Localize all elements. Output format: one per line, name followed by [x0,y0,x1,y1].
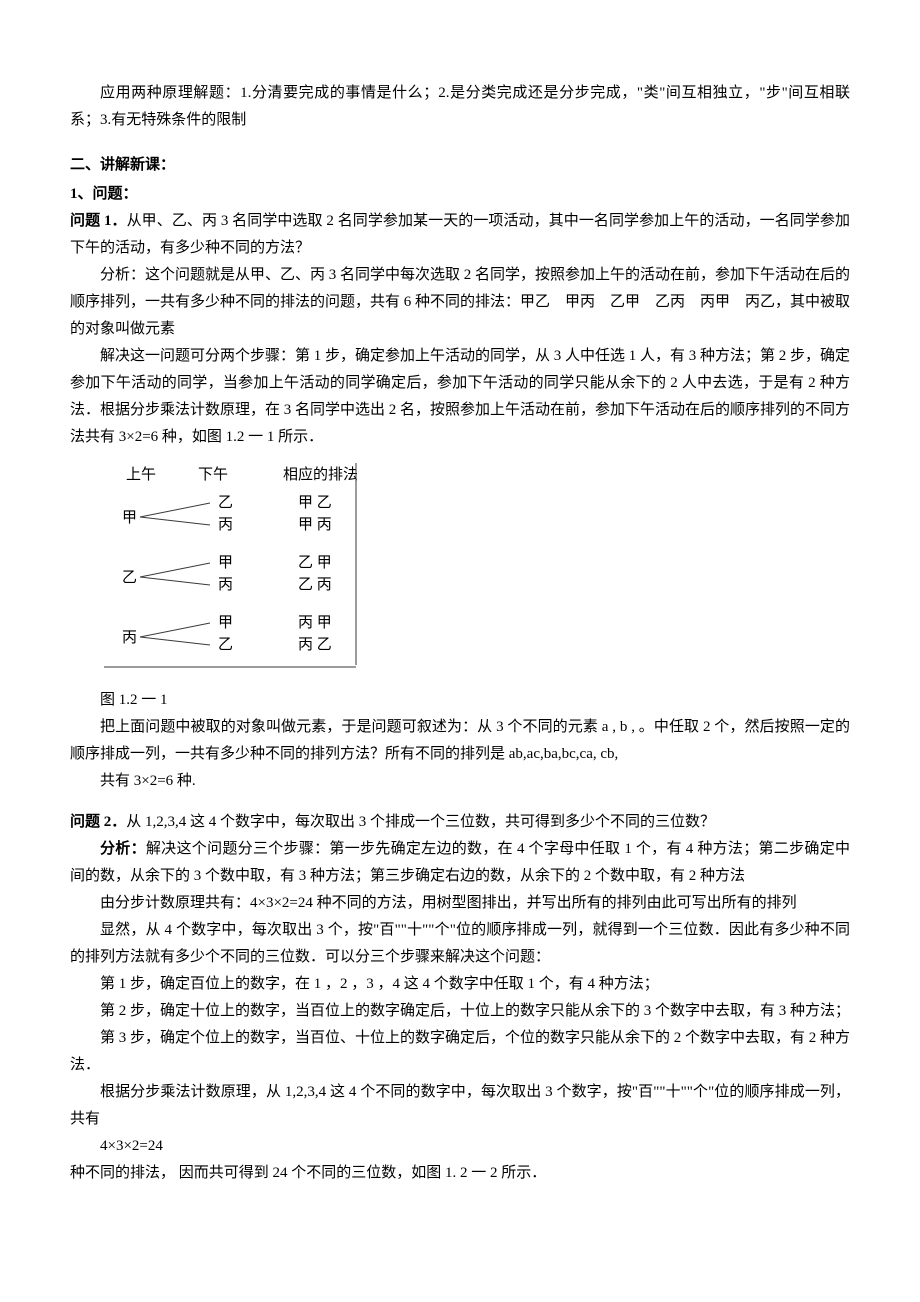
svg-text:甲 乙: 甲 乙 [298,495,332,511]
question-1: 问题 1．从甲、乙、丙 3 名同学中选取 2 名同学参加某一天的一项活动，其中一… [70,208,850,262]
svg-text:丙: 丙 [122,630,137,646]
svg-text:下午: 下午 [198,466,228,483]
q2-conclusion-2: 种不同的排法， 因而共可得到 24 个不同的三位数，如图 1. 2 一 2 所示… [70,1160,850,1187]
q2-analysis-label: 分析： [100,841,146,857]
q2-analysis-body: 解决这个问题分三个步骤：第一步先确定左边的数，在 4 个字母中任取 1 个，有 … [70,841,850,884]
svg-text:甲: 甲 [218,555,233,571]
svg-text:乙: 乙 [122,570,137,586]
figure-1-caption: 图 1.2 一 1 [70,687,850,714]
q1-text: 从甲、乙、丙 3 名同学中选取 2 名同学参加某一天的一项活动，其中一名同学参加… [70,213,850,256]
q1-label: 问题 1． [70,213,127,229]
svg-text:乙: 乙 [218,637,233,653]
q2-analysis: 分析：解决这个问题分三个步骤：第一步先确定左边的数，在 4 个字母中任取 1 个… [70,836,850,890]
q1-summary-2: 共有 3×2=6 种. [70,768,850,795]
intro-paragraph: 应用两种原理解题：1.分清要完成的事情是什么；2.是分类完成还是分步完成，"类"… [70,80,850,134]
section-heading: 二、讲解新课： [70,152,850,179]
svg-text:相应的排法: 相应的排法 [283,465,358,483]
svg-text:丙: 丙 [218,577,233,593]
q2-step3: 第 3 步，确定个位上的数字，当百位、十位上的数字确定后，个位的数字只能从余下的… [70,1025,850,1079]
tree-diagram: 上午下午相应的排法甲乙丙甲 乙甲 丙乙甲丙乙 甲乙 丙丙甲乙丙 甲丙 乙 [98,461,358,671]
svg-text:乙 甲: 乙 甲 [298,555,332,571]
svg-text:甲: 甲 [218,615,233,631]
q2-step1: 第 1 步，确定百位上的数字，在 1 ，2 ，3 ，4 这 4 个数字中任取 1… [70,971,850,998]
figure-1: 上午下午相应的排法甲乙丙甲 乙甲 丙乙甲丙乙 甲乙 丙丙甲乙丙 甲丙 乙 [98,461,850,681]
q2-step2: 第 2 步，确定十位上的数字，当百位上的数字确定后，十位上的数字只能从余下的 3… [70,998,850,1025]
q1-analysis-1: 分析：这个问题就是从甲、乙、丙 3 名同学中每次选取 2 名同学，按照参加上午的… [70,262,850,343]
svg-text:甲: 甲 [122,510,137,526]
sub-heading: 1、问题： [70,181,850,208]
svg-text:丙: 丙 [218,517,233,533]
q2-conclusion-1: 根据分步乘法计数原理，从 1,2,3,4 这 4 个不同的数字中，每次取出 3 … [70,1079,850,1133]
q2-label: 问题 2． [70,814,126,830]
svg-text:甲 丙: 甲 丙 [298,517,332,533]
q1-summary-1: 把上面问题中被取的对象叫做元素，于是问题可叙述为：从 3 个不同的元素 a , … [70,714,850,768]
q1-analysis-2: 解决这一问题可分两个步骤：第 1 步，确定参加上午活动的同学，从 3 人中任选 … [70,343,850,451]
svg-text:上午: 上午 [126,466,156,483]
q2-calc: 4×3×2=24 [70,1133,850,1160]
question-2: 问题 2．从 1,2,3,4 这 4 个数字中，每次取出 3 个排成一个三位数，… [70,809,850,836]
q2-step-count: 由分步计数原理共有：4×3×2=24 种不同的方法，用树型图排出，并写出所有的排… [70,890,850,917]
svg-text:乙: 乙 [218,495,233,511]
svg-text:乙 丙: 乙 丙 [298,577,332,593]
q2-explain: 显然，从 4 个数字中，每次取出 3 个，按"百""十""个"位的顺序排成一列，… [70,917,850,971]
svg-text:丙 乙: 丙 乙 [298,637,332,653]
q2-text: 从 1,2,3,4 这 4 个数字中，每次取出 3 个排成一个三位数，共可得到多… [126,814,715,830]
svg-text:丙 甲: 丙 甲 [298,615,332,631]
